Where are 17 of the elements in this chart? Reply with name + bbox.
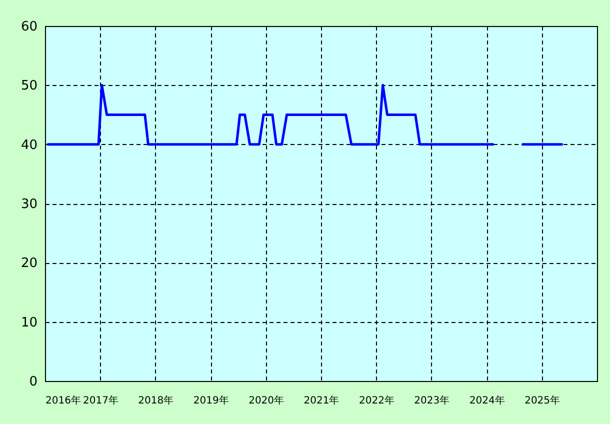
x-tick-label: 2024年 — [469, 394, 505, 406]
x-tick-label: 2017年 — [82, 394, 118, 406]
y-tick-label: 0 — [29, 374, 38, 390]
x-tick-label: 2023年 — [414, 394, 450, 406]
x-tick-label: 2022年 — [358, 394, 394, 406]
x-tick-label: 2025年 — [524, 394, 560, 406]
y-tick-label: 20 — [20, 256, 38, 272]
y-tick-label: 60 — [20, 20, 38, 34]
x-tick-label: 2021年 — [304, 394, 340, 406]
y-tick-label: 50 — [20, 78, 38, 94]
y-tick-label: 10 — [20, 315, 38, 330]
y-tick-label: 30 — [20, 197, 38, 212]
y-tick-label: 40 — [20, 138, 38, 153]
x-tick-label: 2020年 — [248, 394, 284, 406]
x-tick-label: 2018年 — [138, 394, 174, 406]
x-tick-label: 2016年 — [46, 394, 81, 406]
x-tick-label: 2019年 — [193, 394, 229, 406]
